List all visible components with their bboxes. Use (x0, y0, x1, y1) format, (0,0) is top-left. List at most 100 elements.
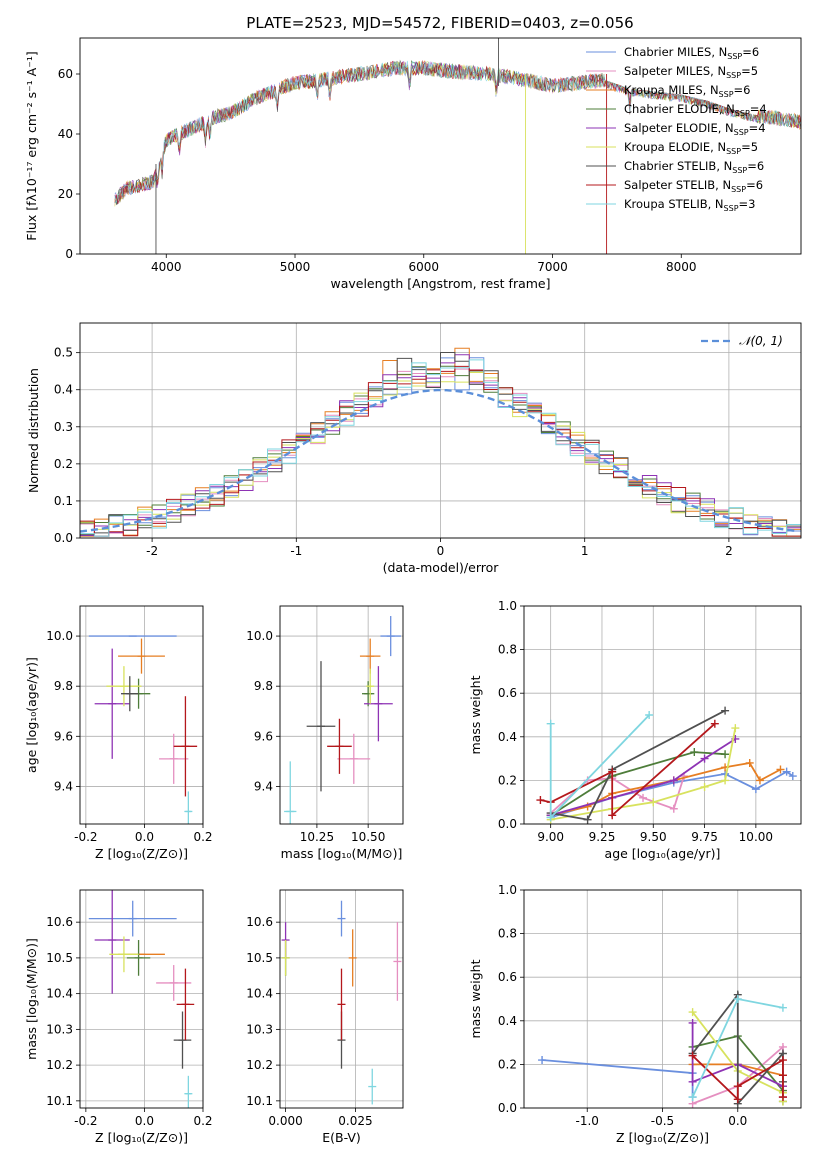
y-tick-label: 60 (58, 67, 73, 81)
weight-marker (745, 758, 754, 767)
weight-marker (778, 1071, 787, 1080)
legend-entry: Chabrier STELIB, NSSP=6 (624, 159, 764, 175)
weight-marker (649, 798, 658, 807)
plot-area-z-vs-age (88, 635, 198, 824)
spectrum-line (114, 60, 801, 204)
weight-line (550, 727, 737, 821)
x-tick-label: 0.0 (135, 1114, 154, 1128)
x-tick-label: -2 (146, 544, 158, 558)
x-tick-label: 10.50 (351, 830, 385, 844)
legend-entry: Chabrier ELODIE, NSSP=4 (624, 102, 767, 118)
y-tick-label: 10.2 (246, 1058, 273, 1072)
x-axis-label: wavelength [Angstrom, rest frame] (330, 276, 550, 291)
figure-title: PLATE=2523, MJD=54572, FIBERID=0403, z=0… (246, 14, 633, 32)
y-tick-label: 10.4 (246, 987, 273, 1001)
axes-z-vs-weight: -1.0 -0.5 0.0 0.0 0.2 0.4 0.6 0.8 1.0 Z [log₁₀(Z/… (468, 883, 802, 1145)
y-tick-label: 10.2 (46, 1058, 73, 1072)
y-tick-label: 0.6 (498, 686, 517, 700)
weight-marker (731, 724, 740, 733)
x-axis-label: mass [log₁₀(M/M⊙)] (281, 846, 403, 861)
y-tick-label: 0.2 (54, 457, 73, 471)
y-tick-label: 10.5 (46, 951, 73, 965)
weight-marker (700, 754, 709, 763)
axes-ebv-vs-mass: 0.000 0.025 10.1 10.2 10.3 10.4 10.5 10.6 E(B-V) (246, 889, 404, 1145)
axes-spectrum: 4000 5000 6000 7000 8000 0 20 40 60 wavelength [A… (24, 37, 802, 291)
weight-marker (778, 1003, 787, 1012)
x-tick-label: -0.5 (651, 1114, 674, 1128)
y-tick-label: 1.0 (498, 599, 517, 613)
y-tick-label: 0 (65, 247, 73, 261)
legend-entry: Kroupa STELIB, NSSP=3 (624, 197, 755, 213)
y-tick-label: 9.4 (254, 779, 273, 793)
x-tick-label: 10.00 (739, 830, 773, 844)
plot-area-spectrum (114, 38, 801, 254)
x-axis-label: Z [log₁₀(Z/Z⊙)] (616, 1130, 709, 1145)
y-tick-label: 20 (58, 187, 73, 201)
weight-marker (536, 796, 545, 805)
legend-entry: Salpeter MILES, NSSP=5 (624, 64, 758, 80)
x-tick-label: -1.0 (576, 1114, 599, 1128)
weight-marker (546, 813, 555, 822)
y-tick-label: 10.6 (246, 915, 273, 929)
x-tick-label: 1 (581, 544, 589, 558)
weight-marker (538, 1056, 547, 1065)
y-axis-label: Normed distribution (26, 368, 41, 493)
x-axis-label: (data-model)/error (383, 560, 500, 575)
x-axis-label: Z [log₁₀(Z/Z⊙)] (95, 1130, 188, 1145)
weight-marker (546, 719, 555, 728)
weight-marker (733, 1082, 742, 1091)
weight-line (550, 751, 726, 817)
axes-frame (79, 889, 204, 1109)
weight-marker (700, 782, 709, 791)
x-tick-label: 2 (725, 544, 733, 558)
weight-marker (755, 776, 764, 785)
y-axis-label: mass weight (468, 959, 483, 1038)
weight-marker (688, 1051, 697, 1060)
plot-area-residuals (80, 347, 801, 537)
axes-frame (523, 605, 802, 825)
x-tick-label: 8000 (666, 260, 697, 274)
x-tick-label: 7000 (537, 260, 568, 274)
y-tick-label: 9.4 (54, 779, 73, 793)
weight-marker (583, 815, 592, 824)
weight-marker (778, 1093, 787, 1102)
y-tick-label: 9.6 (254, 729, 273, 743)
weight-marker (721, 706, 730, 715)
weight-marker (690, 748, 699, 757)
x-tick-label: 9.00 (537, 830, 564, 844)
weight-marker (608, 811, 617, 820)
y-tick-label: 0.5 (54, 346, 73, 360)
y-tick-label: 0.2 (498, 1057, 517, 1071)
x-tick-label: 9.50 (640, 830, 667, 844)
x-tick-label: 9.25 (589, 830, 616, 844)
y-axis-label: age [log₁₀(age/yr)] (24, 657, 39, 773)
y-tick-label: 0.0 (54, 531, 73, 545)
y-tick-label: 10.1 (246, 1094, 273, 1108)
y-tick-label: 10.4 (46, 987, 73, 1001)
weight-marker (782, 767, 791, 776)
weight-marker (645, 711, 654, 719)
weight-marker (733, 1095, 742, 1104)
y-tick-label: 0.8 (498, 643, 517, 657)
x-tick-label: 0.000 (268, 1114, 302, 1128)
plot-area-ebv-vs-mass (281, 900, 402, 1105)
y-tick-label: 0.2 (498, 773, 517, 787)
weight-marker (778, 1056, 787, 1065)
weight-marker (710, 719, 719, 728)
x-tick-label: 10.25 (300, 830, 334, 844)
plot-area-mass-vs-age (284, 616, 401, 824)
y-tick-label: 0.0 (498, 817, 517, 831)
y-axis-label: mass weight (468, 675, 483, 754)
y-tick-label: 10.6 (46, 915, 73, 929)
y-tick-label: 10.5 (246, 951, 273, 965)
y-tick-label: 0.8 (498, 927, 517, 941)
legend-entry: Salpeter ELODIE, NSSP=4 (624, 121, 766, 137)
x-tick-label: 0.0 (728, 1114, 747, 1128)
legend-entry: Salpeter STELIB, NSSP=6 (624, 178, 763, 194)
axes-frame (279, 889, 404, 1109)
axes-frame (79, 605, 204, 825)
weight-marker (688, 1008, 697, 1017)
x-tick-label: 0 (437, 544, 445, 558)
weight-marker (721, 776, 730, 785)
